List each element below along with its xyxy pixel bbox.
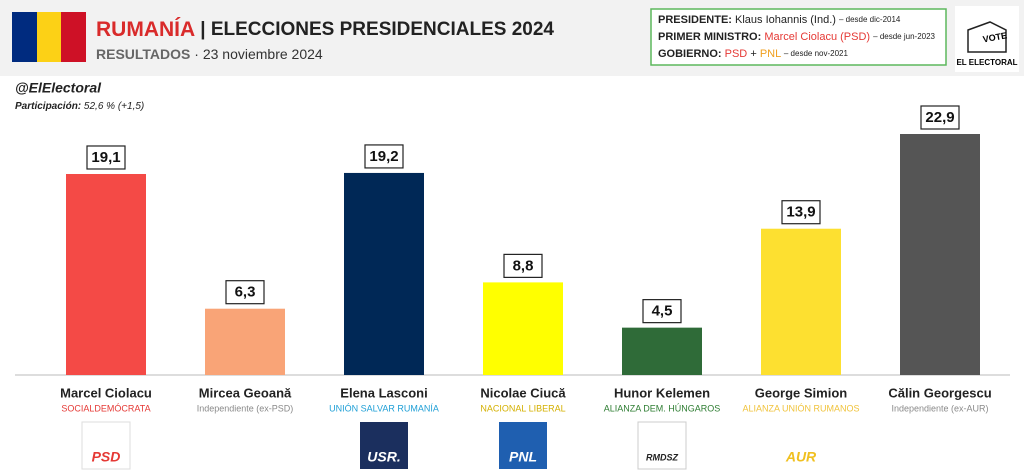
value-label-box: [225, 280, 265, 305]
info-line: PRESIDENTE: Klaus Iohannis (Ind.) – desd…: [658, 14, 901, 26]
value-label: 19,1: [91, 149, 120, 166]
value-label-box: [503, 253, 543, 278]
candidate-name: Hunor Kelemen: [614, 385, 710, 400]
value-label-box: [642, 299, 682, 324]
info-plus: +: [750, 48, 756, 60]
info-value: Marcel Ciolacu (PSD): [764, 31, 870, 43]
party-logo-text: AUR: [785, 449, 817, 465]
party-logo-text: PNL: [509, 449, 537, 465]
turnout-label: Participación:: [15, 101, 81, 112]
subtitle-main: RESULTADOS: [96, 46, 190, 62]
party-logo-text: PSD: [92, 449, 121, 465]
party-logo: [637, 421, 687, 470]
info-since: – desde jun-2023: [873, 32, 935, 41]
value-label: 4,5: [652, 303, 673, 320]
title-main: | ELECCIONES PRESIDENCIALES 2024: [200, 19, 554, 40]
info-line: GOBIERNO: PSD + PNL – desde nov-2021: [658, 48, 848, 60]
info-value: Klaus Iohannis (Ind.): [735, 14, 836, 26]
info-label: PRIMER MINISTRO:: [658, 31, 761, 43]
info-value: PNL: [760, 48, 781, 60]
candidate-name: Mircea Geoană: [199, 385, 292, 400]
turnout-value: 52,6 % (+1,5): [84, 101, 144, 112]
info-since: – desde nov-2021: [784, 49, 849, 58]
info-label: GOBIERNO:: [658, 48, 722, 60]
party-logo: [499, 422, 547, 469]
value-label-box: [920, 105, 960, 130]
party-name: ALIANZA UNIÓN RUMANOS: [742, 403, 859, 413]
subtitle: RESULTADOS · 23 noviembre 2024: [96, 46, 323, 62]
brand-name: EL ELECTORAL: [956, 58, 1017, 67]
party-logo: [777, 422, 825, 469]
value-label: 19,2: [369, 148, 398, 165]
party-name: ALIANZA DEM. HÚNGAROS: [604, 403, 721, 413]
party-logo-text: USR.: [367, 449, 400, 465]
bar: [205, 308, 285, 375]
info-value: PSD: [725, 48, 748, 60]
country: RUMANÍA: [96, 18, 195, 41]
info-box: [650, 8, 947, 66]
value-label: 22,9: [925, 109, 954, 126]
value-label-box: [86, 145, 126, 170]
title: RUMANÍA | ELECCIONES PRESIDENCIALES 2024: [96, 18, 554, 41]
candidate-name: Călin Georgescu: [888, 385, 991, 400]
party-name: UNIÓN SALVAR RUMANÍA: [329, 403, 439, 413]
bar: [900, 134, 980, 375]
candidate-name: George Simion: [755, 385, 848, 400]
info-label: PRESIDENTE:: [658, 14, 732, 26]
party-name: Independiente (ex-PSD): [197, 403, 294, 413]
bar: [344, 172, 424, 375]
candidate-name: Nicolae Ciucă: [480, 385, 566, 400]
party-name: Independiente (ex-AUR): [891, 403, 988, 413]
bar: [622, 327, 702, 375]
turnout-line: Participación: 52,6 % (+1,5): [15, 101, 144, 112]
party-logo: [81, 421, 131, 470]
party-name: SOCIALDEMÓCRATA: [61, 403, 150, 413]
bar: [483, 282, 563, 375]
flag-red: [61, 12, 86, 62]
brand-vote: VOTE: [982, 30, 1008, 44]
flag-yellow: [37, 12, 61, 62]
info-since: – desde dic-2014: [839, 15, 901, 24]
flag-blue: [12, 12, 37, 62]
party-logo-text: RMDSZ: [646, 452, 678, 462]
bar: [66, 173, 146, 375]
party-logo: [360, 422, 408, 469]
handle: @ElElectoral: [15, 80, 102, 96]
info-line: PRIMER MINISTRO: Marcel Ciolacu (PSD) – …: [658, 31, 936, 43]
bar: [761, 228, 841, 375]
value-label: 6,3: [235, 284, 256, 301]
value-label-box: [781, 200, 821, 225]
candidate-name: Elena Lasconi: [340, 385, 427, 400]
ballot-box: [967, 21, 1007, 53]
value-label-box: [364, 144, 404, 169]
value-label: 8,8: [513, 257, 534, 274]
date: · 23 noviembre 2024: [194, 46, 323, 62]
party-name: NACIONAL LIBERAL: [480, 403, 565, 413]
candidate-name: Marcel Ciolacu: [60, 385, 152, 400]
value-label: 13,9: [786, 204, 815, 221]
